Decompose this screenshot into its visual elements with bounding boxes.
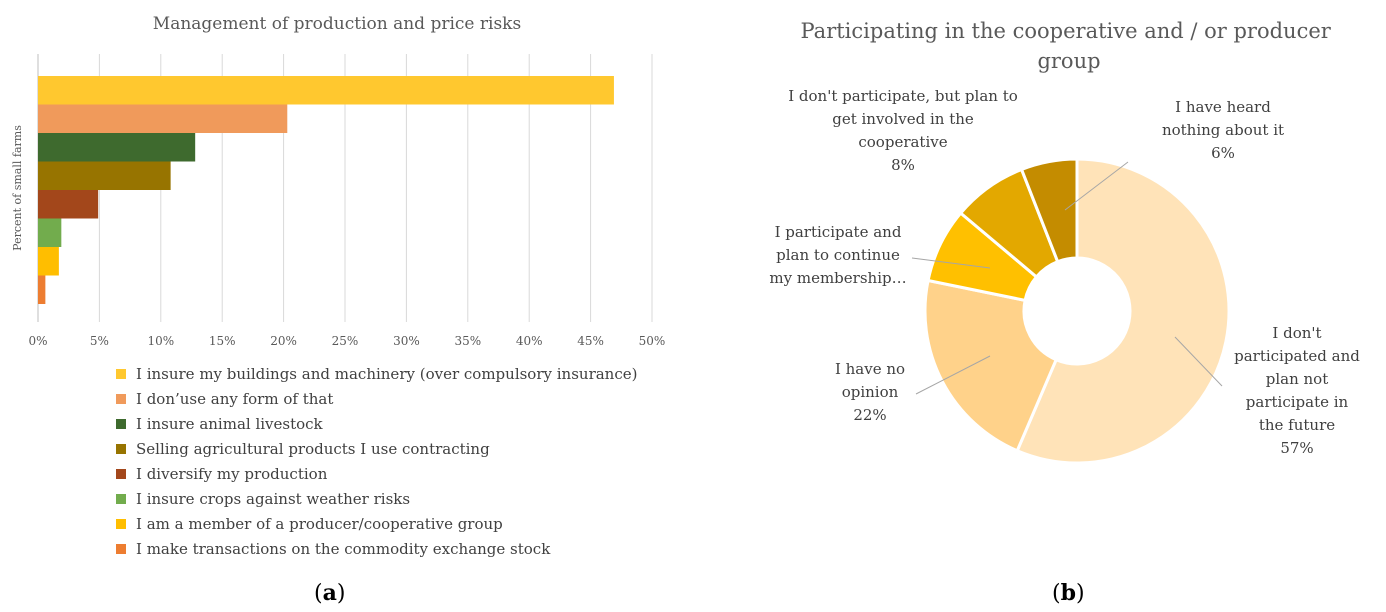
legend-item: I make transactions on the commodity exc… bbox=[116, 536, 637, 561]
x-tick-label: 0% bbox=[28, 334, 47, 348]
legend-item: I insure my buildings and machinery (ove… bbox=[116, 361, 637, 386]
legend-label: I make transactions on the commodity exc… bbox=[136, 539, 551, 558]
leader-line bbox=[911, 257, 991, 269]
bar-chart-title: Management of production and price risks bbox=[153, 14, 521, 34]
slice-label: I don't participated and plan not participa… bbox=[1234, 324, 1360, 457]
legend-label: I am a member of a producer/cooperative … bbox=[136, 514, 503, 533]
donut-slice bbox=[923, 278, 1059, 453]
bar bbox=[38, 76, 614, 105]
y-axis-label: Percent of small farms bbox=[11, 125, 24, 251]
x-tick-label: 10% bbox=[147, 334, 174, 348]
bar bbox=[38, 104, 288, 133]
slice-label: I participate and plan to continue my memb… bbox=[769, 223, 906, 287]
bar-chart-legend: I insure my buildings and machinery (ove… bbox=[116, 361, 637, 561]
legend-item: I diversify my production bbox=[116, 461, 637, 486]
donut-chart-title: Participating in the cooperative and / o… bbox=[801, 19, 1338, 73]
legend-swatch bbox=[116, 443, 126, 454]
slice-label: I don't participate, but plan to get invo… bbox=[788, 87, 1018, 174]
legend-item: I am a member of a producer/cooperative … bbox=[116, 511, 637, 536]
x-tick-label: 20% bbox=[270, 334, 297, 348]
legend-label: I don’use any form of that bbox=[136, 389, 334, 408]
legend-swatch bbox=[116, 468, 126, 479]
donut-slice bbox=[1015, 157, 1231, 465]
donut-slices bbox=[923, 157, 1231, 465]
legend-swatch bbox=[116, 418, 126, 429]
legend-swatch bbox=[116, 543, 126, 554]
x-tick-label: 50% bbox=[639, 334, 666, 348]
slice-label: I have no opinion 22% bbox=[835, 360, 905, 424]
x-tick-label: 45% bbox=[577, 334, 604, 348]
x-axis-ticks: 0% 5% 10% 15% 20% 25% 30% 35% 40% 45% 50% bbox=[28, 334, 665, 348]
legend-swatch bbox=[116, 368, 126, 379]
x-tick-label: 35% bbox=[454, 334, 481, 348]
legend-item: I don’use any form of that bbox=[116, 386, 637, 411]
legend-swatch bbox=[116, 393, 126, 404]
bar bbox=[38, 161, 171, 190]
bar bbox=[38, 247, 59, 276]
x-tick-label: 5% bbox=[90, 334, 109, 348]
legend-label: I diversify my production bbox=[136, 464, 328, 483]
x-tick-label: 25% bbox=[332, 334, 359, 348]
leader-lines bbox=[911, 161, 1223, 395]
leader-line bbox=[1174, 336, 1223, 387]
bar-chart: Management of production and price risks… bbox=[11, 14, 665, 348]
legend-item: I insure animal livestock bbox=[116, 411, 637, 436]
legend-label: I insure crops against weather risks bbox=[136, 489, 411, 508]
bar bbox=[38, 275, 46, 304]
caption-b: (b) bbox=[1052, 580, 1085, 606]
bar bbox=[38, 133, 196, 162]
legend-item: Selling agricultural products I use cont… bbox=[116, 436, 637, 461]
donut-chart: Participating in the cooperative and / o… bbox=[769, 19, 1360, 465]
slice-labels: I don't participated and plan not participa… bbox=[769, 87, 1360, 457]
bar bbox=[38, 190, 99, 219]
caption-a: (a) bbox=[314, 580, 346, 606]
x-tick-label: 40% bbox=[516, 334, 543, 348]
bar bbox=[38, 218, 62, 247]
legend-swatch bbox=[116, 493, 126, 504]
legend-label: Selling agricultural products I use cont… bbox=[136, 439, 490, 458]
legend-label: I insure animal livestock bbox=[136, 414, 323, 433]
x-tick-label: 15% bbox=[209, 334, 236, 348]
legend-label: I insure my buildings and machinery (ove… bbox=[136, 364, 638, 383]
bars bbox=[38, 76, 614, 304]
slice-label: I have heard nothing about it 6% bbox=[1162, 98, 1284, 162]
legend-swatch bbox=[116, 518, 126, 529]
donut-slice bbox=[1019, 157, 1079, 264]
leader-line bbox=[915, 355, 991, 395]
legend-item: I insure crops against weather risks bbox=[116, 486, 637, 511]
leader-line bbox=[1064, 161, 1129, 211]
x-tick-label: 30% bbox=[393, 334, 420, 348]
